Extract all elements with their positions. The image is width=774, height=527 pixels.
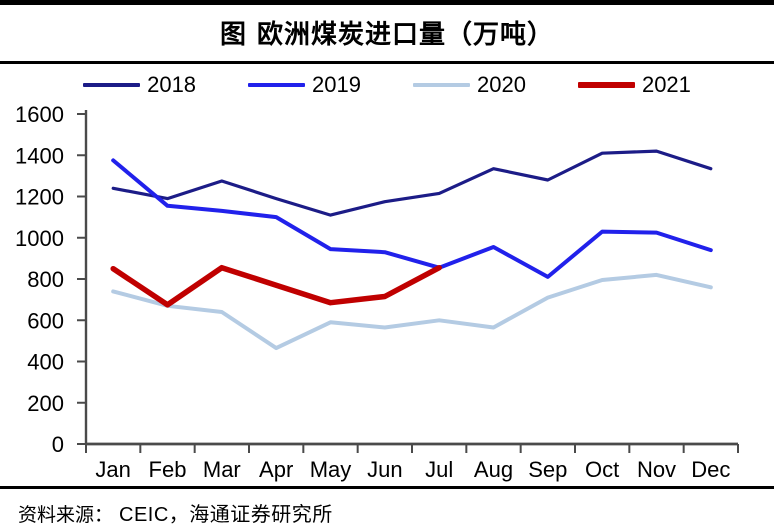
- source-label: 资料来源：: [18, 504, 114, 526]
- x-tick-label: Jul: [425, 457, 453, 482]
- legend-item-2020: 2020: [413, 72, 526, 98]
- x-tick-label: Nov: [637, 457, 676, 482]
- x-tick-label: Aug: [474, 457, 513, 482]
- page-title: 图 欧洲煤炭进口量（万吨）: [219, 20, 555, 50]
- series-line-2019: [111, 158, 713, 279]
- legend-label: 2019: [312, 72, 361, 97]
- legend-line-icon: [577, 82, 635, 88]
- y-tick-label: 1400: [15, 143, 64, 168]
- legend-item-2019: 2019: [248, 72, 361, 98]
- chart-header: 图 欧洲煤炭进口量（万吨）: [0, 0, 774, 64]
- y-tick-label: 1000: [15, 226, 64, 251]
- y-tick-label: 800: [27, 267, 64, 292]
- legend-line-icon: [413, 83, 470, 87]
- legend-label: 2021: [641, 72, 691, 97]
- legend-line-icon: [83, 83, 141, 87]
- x-tick-label: Jan: [95, 457, 130, 482]
- x-tick-label: Sep: [528, 457, 567, 482]
- legend-label: 2018: [147, 72, 197, 97]
- legend-item-2018: 2018: [83, 72, 196, 98]
- series-line-2018: [111, 149, 713, 217]
- x-tick-label: Mar: [203, 457, 241, 482]
- legend: 2018 2019 2020 2021: [0, 66, 774, 104]
- y-tick-label: 0: [52, 432, 64, 457]
- source-text: CEIC，海通证券研究所: [119, 504, 333, 526]
- y-tick-label: 400: [27, 350, 64, 375]
- legend-label: 2020: [477, 72, 526, 97]
- x-tick-label: Feb: [149, 457, 187, 482]
- y-tick-label: 1600: [15, 104, 64, 127]
- x-tick-label: Apr: [259, 457, 293, 482]
- line-chart: 0 200 400 600 800 1000 1200 1400 1600 Jan Feb Mar Ap…: [15, 102, 739, 482]
- series-line-2021: [110, 264, 442, 308]
- y-tick-label: 600: [27, 308, 64, 333]
- x-tick-label: Jun: [367, 457, 402, 482]
- x-tick-label: May: [310, 457, 352, 482]
- y-tick-label: 1200: [15, 185, 64, 210]
- x-tick-label: Oct: [585, 457, 619, 482]
- chart-area: 0 200 400 600 800 1000 1200 1400 1600 Jan Feb Mar Ap…: [0, 102, 774, 486]
- source-note: 资料来源： CEIC，海通证券研究所: [0, 486, 774, 527]
- y-tick-label: 200: [27, 391, 64, 416]
- legend-line-icon: [248, 83, 306, 87]
- legend-item-2021: 2021: [577, 72, 691, 98]
- series-line-2020: [111, 272, 713, 351]
- x-tick-label: Dec: [691, 457, 730, 482]
